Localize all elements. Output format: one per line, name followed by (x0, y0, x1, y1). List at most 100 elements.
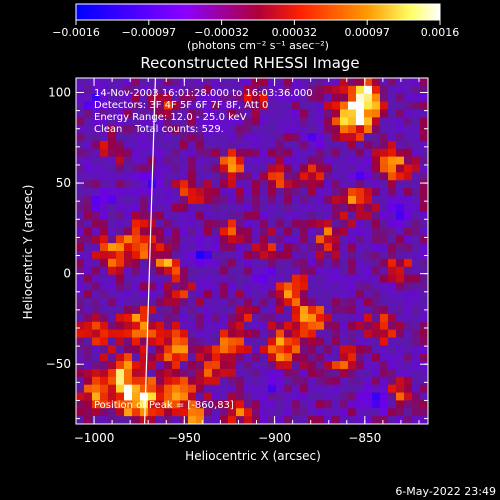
heatmap-pixel (124, 133, 133, 142)
heatmap-pixel (116, 101, 125, 110)
heatmap-pixel (364, 298, 373, 307)
heatmap-pixel (132, 227, 141, 236)
heatmap-pixel (140, 321, 149, 331)
heatmap-pixel (84, 235, 93, 244)
heatmap-pixel (252, 384, 261, 393)
heatmap-pixel (404, 188, 413, 197)
heatmap-pixel (244, 235, 253, 244)
heatmap-pixel (284, 227, 293, 236)
heatmap-pixel (372, 140, 381, 150)
heatmap-pixel (324, 93, 333, 102)
heatmap-pixel (140, 298, 149, 307)
heatmap-pixel (156, 274, 165, 283)
heatmap-pixel (204, 290, 213, 299)
heatmap-pixel (244, 368, 253, 378)
heatmap-pixel (132, 384, 141, 393)
heatmap-pixel (276, 392, 285, 401)
heatmap-pixel (156, 321, 165, 331)
heatmap-pixel (188, 306, 197, 315)
heatmap-pixel (348, 329, 357, 338)
heatmap-pixel (268, 376, 277, 386)
heatmap-pixel (372, 313, 381, 323)
heatmap-pixel (148, 337, 157, 346)
heatmap-pixel (372, 290, 381, 299)
heatmap-pixel (124, 227, 133, 236)
heatmap-pixel (332, 140, 341, 150)
heatmap-pixel (388, 180, 397, 189)
heatmap-pixel (324, 227, 333, 236)
heatmap-pixel (340, 78, 349, 87)
heatmap-pixel (380, 266, 389, 275)
heatmap-pixel (92, 219, 101, 228)
heatmap-pixel (196, 140, 205, 150)
heatmap-pixel (404, 85, 413, 95)
heatmap-pixel (316, 266, 325, 275)
heatmap-pixel (180, 109, 189, 118)
heatmap-pixel (172, 164, 181, 173)
heatmap-pixel (156, 258, 165, 268)
heatmap-pixel (180, 117, 189, 126)
heatmap-pixel (132, 140, 141, 150)
heatmap-pixel (284, 290, 293, 299)
heatmap-pixel (140, 156, 149, 165)
heatmap-pixel (188, 227, 197, 236)
heatmap-pixel (196, 408, 205, 417)
heatmap-pixel (252, 117, 261, 126)
heatmap-pixel (300, 313, 309, 323)
heatmap-pixel (412, 329, 421, 338)
heatmap-pixel (276, 188, 285, 197)
heatmap-pixel (164, 282, 173, 291)
heatmap-pixel (220, 306, 229, 315)
heatmap-pixel (100, 140, 109, 150)
heatmap-pixel (388, 125, 397, 134)
heatmap-pixel (268, 93, 277, 102)
heatmap-pixel (340, 376, 349, 386)
heatmap-pixel (92, 400, 101, 409)
heatmap-pixel (188, 180, 197, 189)
heatmap-pixel (172, 368, 181, 378)
heatmap-pixel (356, 211, 365, 220)
heatmap-pixel (196, 345, 205, 354)
heatmap-pixel (92, 353, 101, 362)
heatmap-pixel (164, 203, 173, 213)
heatmap-pixel (156, 109, 165, 118)
heatmap-pixel (228, 400, 237, 409)
heatmap-pixel (228, 329, 237, 338)
heatmap-pixel (420, 321, 428, 331)
heatmap-pixel (140, 227, 149, 236)
heatmap-pixel (236, 353, 245, 362)
heatmap-pixel (276, 133, 285, 142)
heatmap-pixel (116, 337, 125, 346)
heatmap-pixel (156, 408, 165, 417)
heatmap-pixel (116, 243, 125, 252)
heatmap-pixel (108, 156, 117, 165)
heatmap-pixel (236, 133, 245, 142)
heatmap-pixel (356, 416, 365, 424)
heatmap-pixel (164, 408, 173, 417)
heatmap-pixel (276, 251, 285, 260)
heatmap-pixel (324, 195, 333, 205)
heatmap-pixel (84, 195, 93, 205)
heatmap-pixel (92, 125, 101, 134)
heatmap-pixel (204, 148, 213, 158)
heatmap-pixel (388, 290, 397, 299)
heatmap-pixel (188, 211, 197, 220)
heatmap-pixel (196, 133, 205, 142)
heatmap-pixel (244, 361, 253, 370)
heatmap-pixel (108, 329, 117, 338)
heatmap-pixel (148, 203, 157, 213)
heatmap-pixel (420, 329, 428, 338)
heatmap-pixel (92, 266, 101, 275)
heatmap-pixel (92, 321, 101, 331)
heatmap-pixel (324, 117, 333, 126)
heatmap-pixel (260, 219, 269, 228)
heatmap-pixel (284, 140, 293, 150)
colorbar-tick-label: 0.0016 (421, 26, 460, 39)
heatmap-pixel (380, 274, 389, 283)
y-tick-label: 100 (48, 85, 71, 99)
heatmap-pixel (412, 258, 421, 268)
heatmap-pixel (92, 195, 101, 205)
heatmap-pixel (404, 117, 413, 126)
heatmap-pixel (260, 321, 269, 331)
heatmap-pixel (276, 85, 285, 95)
